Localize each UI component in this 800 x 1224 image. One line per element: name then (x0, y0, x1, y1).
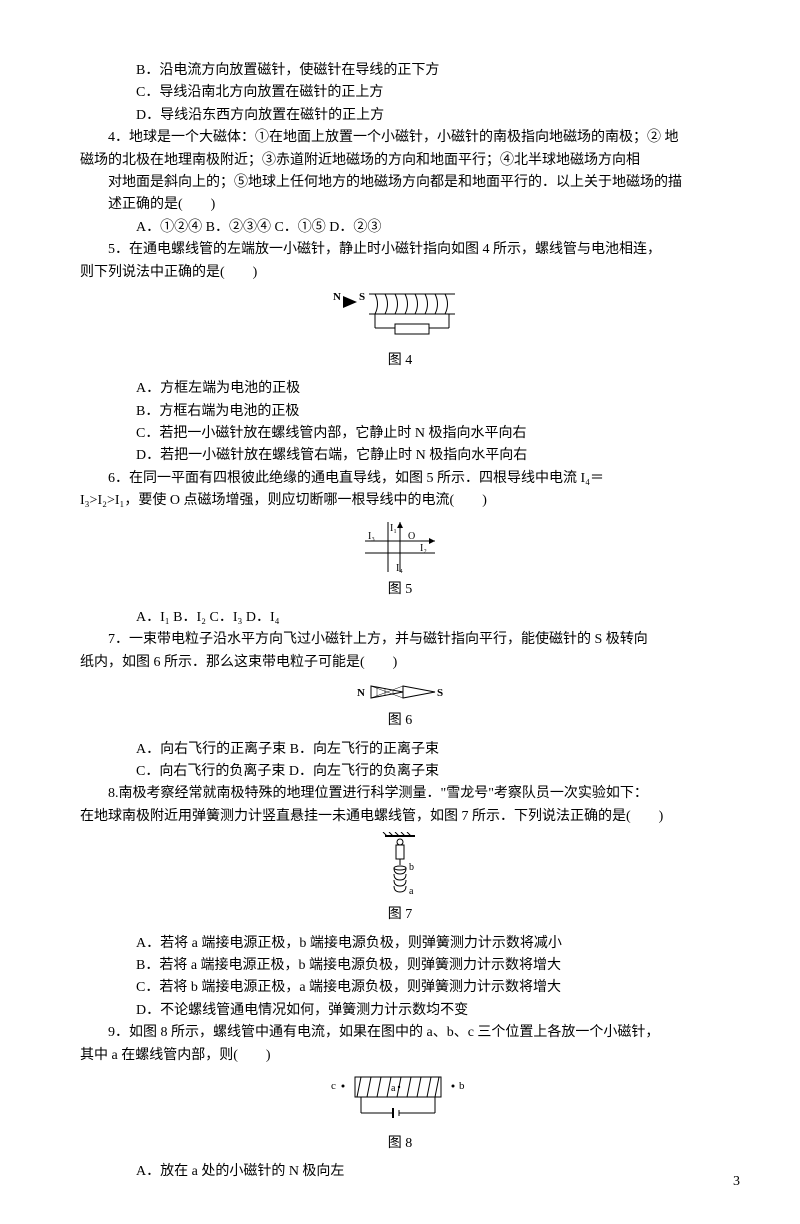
figure-6: N S (80, 678, 720, 708)
figure-4: N S (80, 288, 720, 348)
svg-text:S: S (437, 687, 443, 699)
fig4-label-s: S (359, 291, 365, 303)
q5-option-b: B．方框右端为电池的正极 (80, 401, 720, 423)
figure-6-caption: 图 6 (80, 710, 720, 732)
svg-text:I₂: I₂ (420, 543, 427, 554)
q7-options-ab: A．向右飞行的正离子束 B．向左飞行的正离子束 (80, 739, 720, 761)
svg-text:O: O (408, 531, 415, 542)
figure-5: I₁ O I₂ I₃ I₄ (80, 517, 720, 577)
q4-stem-3: 对地面是斜向上的；⑤地球上任何地方的地磁场方向都是和地面平行的．以上关于地磁场的… (80, 172, 720, 194)
q8-stem-1: 8.南极考察经常就南极特殊的地理位置进行科学测量．"雪龙号"考察队员一次实验如下… (80, 783, 720, 805)
q6-stem-2: I₃>I₂>I₁，要使 O 点磁场增强，则应切断哪一根导线中的电流( ) (80, 490, 720, 512)
q8-option-a: A．若将 a 端接电源正极，b 端接电源负极，则弹簧测力计示数将减小 (80, 933, 720, 955)
svg-text:a: a (409, 886, 414, 897)
q3-option-b: B．沿电流方向放置磁针，使磁针在导线的正下方 (80, 60, 720, 82)
q4-stem-1: 4．地球是一个大磁体：①在地面上放置一个小磁针，小磁针的南极指向地磁场的南极；②… (80, 127, 720, 149)
figure-7-caption: 图 7 (80, 904, 720, 926)
q7-stem-1: 7．一束带电粒子沿水平方向飞过小磁针上方，并与磁针指向平行，能使磁针的 S 极转… (80, 629, 720, 651)
svg-text:b: b (459, 1080, 465, 1092)
svg-text:b: b (409, 862, 414, 873)
q6-stem-1: 6．在同一平面有四根彼此绝缘的通电直导线，如图 5 所示．四根导线中电流 I₄＝ (80, 468, 720, 490)
svg-text:N: N (357, 687, 365, 699)
svg-text:I₃: I₃ (368, 531, 375, 542)
figure-8-caption: 图 8 (80, 1133, 720, 1155)
page-container: B．沿电流方向放置磁针，使磁针在导线的正下方 C．导线沿南北方向放置在磁针的正上… (0, 0, 800, 1224)
q8-option-d: D．不论螺线管通电情况如何，弹簧测力计示数均不变 (80, 1000, 720, 1022)
q5-option-d: D．若把一小磁针放在螺线管右端，它静止时 N 极指向水平向右 (80, 445, 720, 467)
q9-stem-1: 9．如图 8 所示，螺线管中通有电流，如果在图中的 a、b、c 三个位置上各放一… (80, 1022, 720, 1044)
q3-option-d: D．导线沿东西方向放置在磁针的正上方 (80, 105, 720, 127)
figure-8: c a b (80, 1071, 720, 1131)
q7-stem-2: 纸内，如图 6 所示．那么这束带电粒子可能是( ) (80, 652, 720, 674)
q5-stem-2: 则下列说法中正确的是( ) (80, 262, 720, 284)
q6-options: A．I₁ B．I₂ C．I₃ D．I₄ (80, 607, 720, 629)
q8-option-b: B．若将 a 端接电源正极，b 端接电源负极，则弹簧测力计示数将增大 (80, 955, 720, 977)
q8-stem-2: 在地球南极附近用弹簧测力计竖直悬挂一未通电螺线管，如图 7 所示．下列说法正确的… (80, 806, 720, 828)
figure-7: b a (80, 832, 720, 902)
q4-stem-2: 磁场的北极在地理南极附近；③赤道附近地磁场的方向和地面平行；④北半球地磁场方向相 (80, 150, 720, 172)
q4-stem-4: 述正确的是( ) (80, 194, 720, 216)
q7-options-cd: C．向右飞行的负离子束 D．向左飞行的负离子束 (80, 761, 720, 783)
q5-option-c: C．若把一小磁针放在螺线管内部，它静止时 N 极指向水平向右 (80, 423, 720, 445)
svg-text:a: a (391, 1083, 396, 1094)
q4-options: A．①②④ B．②③④ C．①⑤ D．②③ (80, 217, 720, 239)
q5-stem-1: 5．在通电螺线管的左端放一小磁针，静止时小磁针指向如图 4 所示，螺线管与电池相… (80, 239, 720, 261)
q5-option-a: A．方框左端为电池的正极 (80, 378, 720, 400)
q8-option-c: C．若将 b 端接电源正极，a 端接电源负极，则弹簧测力计示数将增大 (80, 977, 720, 999)
svg-text:c: c (331, 1080, 336, 1092)
figure-5-caption: 图 5 (80, 579, 720, 601)
page-number: 3 (733, 1171, 740, 1193)
q9-stem-2: 其中 a 在螺线管内部，则( ) (80, 1045, 720, 1067)
q3-option-c: C．导线沿南北方向放置在磁针的正上方 (80, 82, 720, 104)
svg-text:I₁: I₁ (390, 523, 397, 534)
fig4-label-n: N (333, 291, 341, 303)
svg-text:I₄: I₄ (396, 563, 403, 574)
q9-option-a: A．放在 a 处的小磁针的 N 极向左 (80, 1161, 720, 1183)
figure-4-caption: 图 4 (80, 350, 720, 372)
